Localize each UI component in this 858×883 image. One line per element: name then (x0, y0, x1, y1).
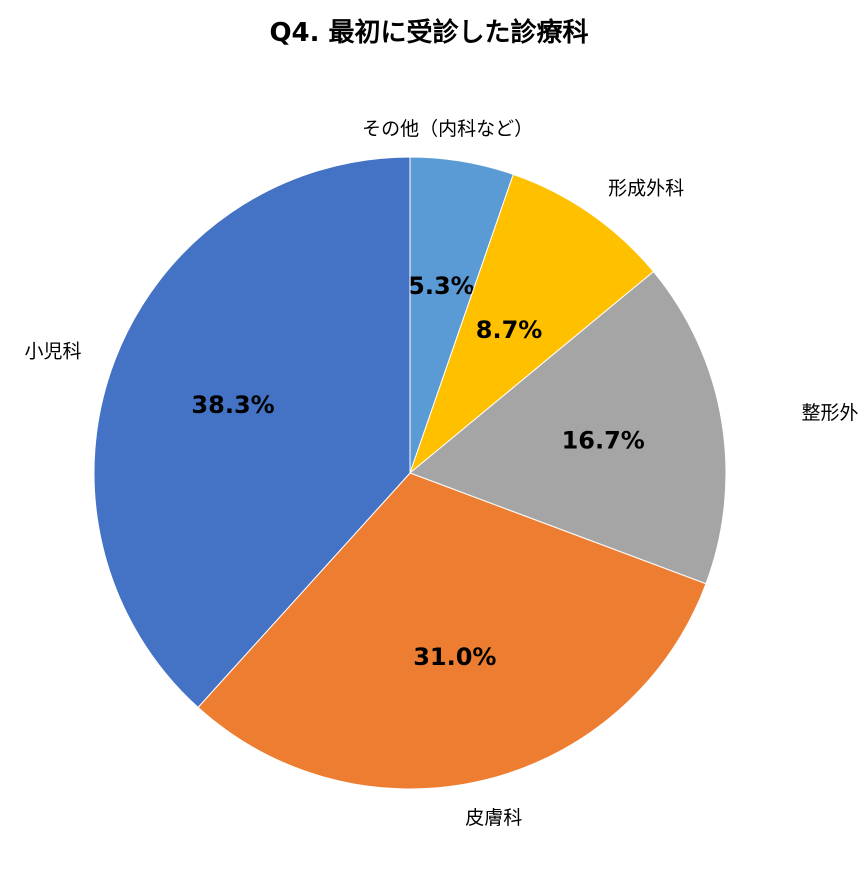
pie-slice-pediatrics (93, 156, 411, 709)
category-label-orthopedics: 整形外科 (801, 402, 858, 424)
pie-slice-orthopedics (409, 270, 727, 585)
category-label-other: その他（内科など） (362, 118, 533, 140)
value-label-dermatology: 31.0% (413, 643, 496, 671)
chart-title: Q4. 最初に受診した診療科 (269, 18, 589, 48)
category-label-pediatrics: 小児科 (25, 340, 82, 362)
value-label-pediatrics: 38.3% (191, 391, 274, 419)
pie-slice-plastic-surgery (408, 173, 655, 475)
category-label-plastic-surgery: 形成外科 (608, 177, 684, 199)
category-label-dermatology: 皮膚科 (465, 807, 522, 829)
value-label-other: 5.3% (408, 272, 475, 300)
pie-slice-dermatology (197, 472, 707, 790)
value-label-orthopedics: 16.7% (562, 427, 645, 455)
value-label-plastic-surgery: 8.7% (476, 316, 543, 344)
